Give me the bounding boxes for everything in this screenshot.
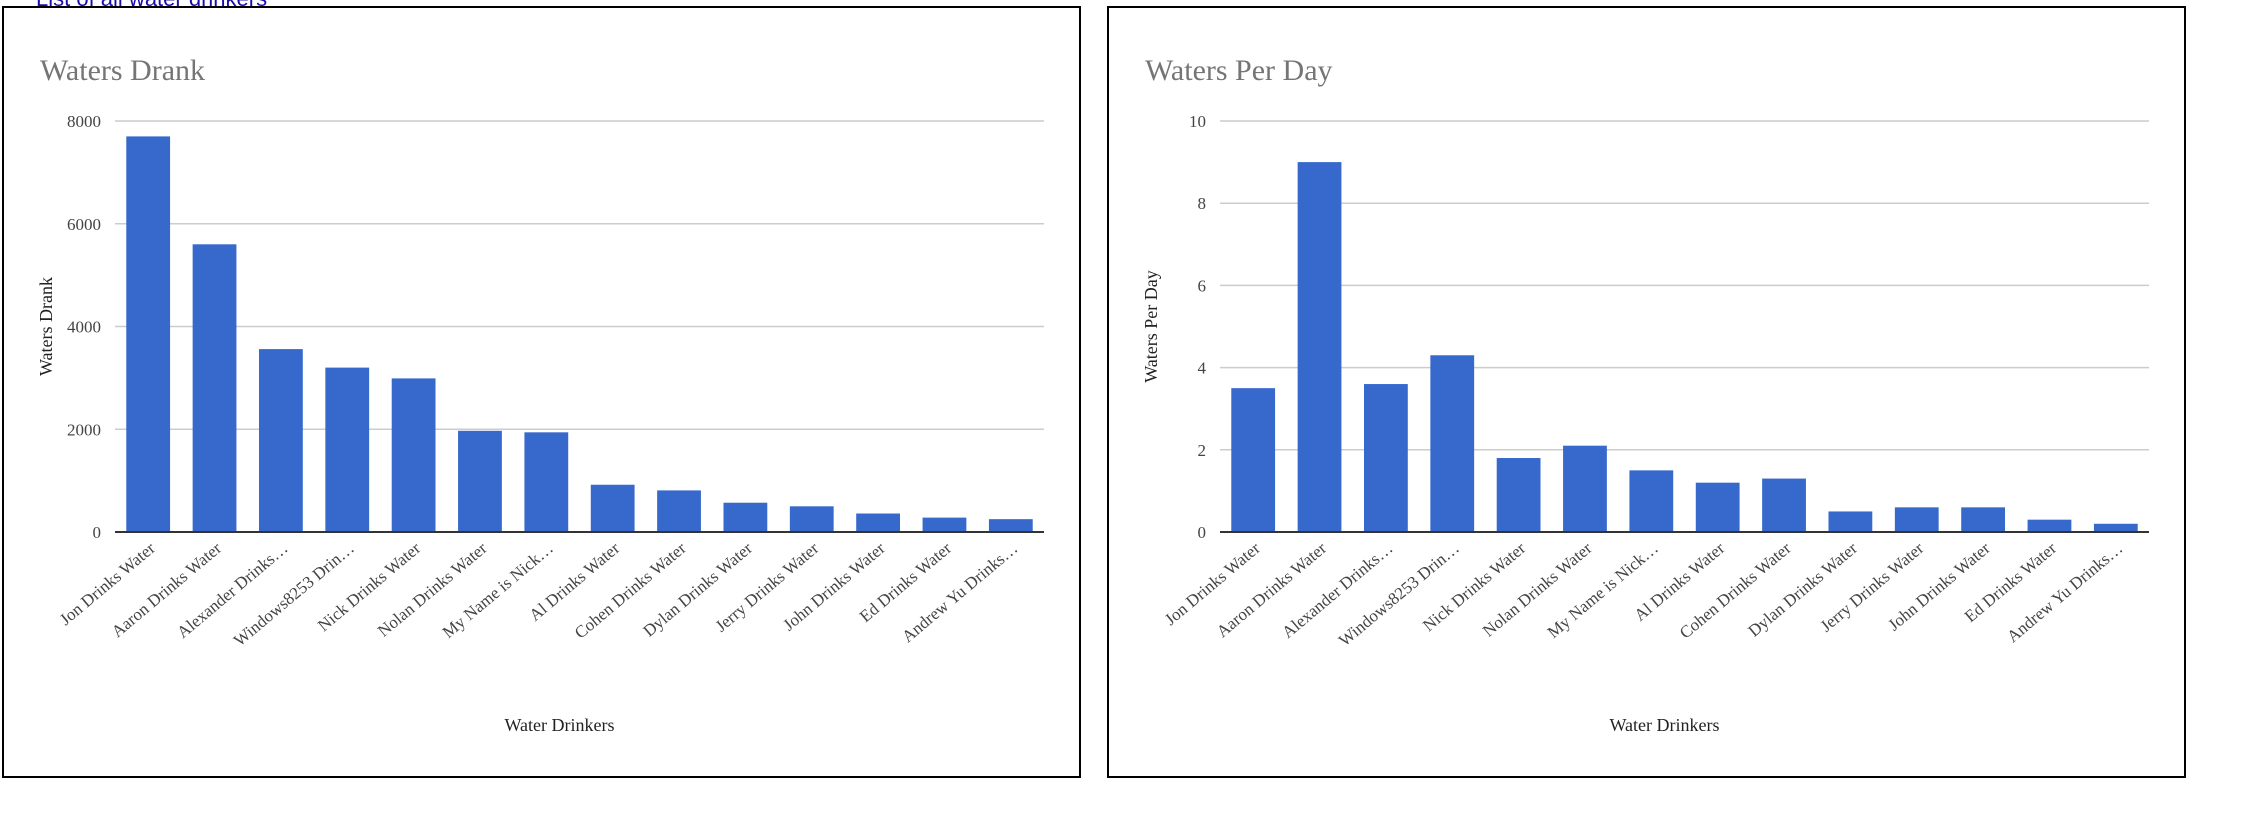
- y-tick-label: 4000: [67, 318, 101, 337]
- x-category-label: My Name is Nick…: [439, 539, 557, 642]
- x-category-label: Alexander Drinks…: [1278, 539, 1396, 642]
- y-tick-label: 2000: [67, 420, 101, 439]
- bar: [1297, 162, 1342, 532]
- y-tick-label: 8000: [67, 112, 101, 131]
- y-tick-label: 6: [1198, 276, 1207, 295]
- x-category-label: Nolan Drinks Water: [1479, 538, 1596, 640]
- bar: [391, 378, 436, 532]
- bar: [1496, 458, 1541, 532]
- x-category-label: Windows8253 Drin…: [230, 539, 358, 651]
- bar: [1894, 507, 1939, 532]
- bar: [1563, 445, 1607, 532]
- bar: [1363, 384, 1408, 532]
- x-category-label: Nolan Drinks Water: [374, 538, 491, 640]
- chart-title: Waters Drank: [40, 54, 205, 87]
- bar: [2027, 519, 2072, 532]
- top-link[interactable]: List of all water drinkers: [36, 0, 267, 12]
- bar: [657, 490, 701, 532]
- chart-title: Waters Per Day: [1145, 54, 1333, 87]
- x-category-label: Alexander Drinks…: [173, 539, 291, 642]
- y-tick-label: 8: [1198, 194, 1207, 213]
- x-category-label: Aaron Drinks Water: [108, 538, 226, 641]
- bar: [458, 430, 502, 532]
- x-category-label: Andrew Yu Drinks…: [2003, 539, 2126, 647]
- bar: [1695, 482, 1740, 532]
- bar: [1828, 511, 1873, 532]
- x-category-label: Dylan Drinks Water: [1744, 538, 1861, 640]
- bar: [1430, 355, 1475, 532]
- x-category-label: Andrew Yu Drinks…: [898, 539, 1021, 647]
- bar: [1961, 507, 2006, 532]
- x-category-label: Windows8253 Drin…: [1335, 539, 1463, 651]
- bar: [258, 349, 303, 532]
- x-axis-title: Water Drinkers: [1609, 715, 1719, 735]
- bar: [988, 519, 1033, 532]
- bar: [325, 367, 370, 532]
- x-category-label: Cohen Drinks Water: [571, 538, 690, 642]
- y-axis-title: Waters Per Day: [1141, 270, 1161, 383]
- bar: [2093, 523, 2138, 532]
- chart-panel-waters-drank: Waters Drank 0 2000 4000 6000 8000 Jon Drinks …: [2, 6, 1081, 778]
- bar: [1629, 470, 1674, 532]
- bar: [1762, 478, 1806, 532]
- y-tick-label: 0: [93, 523, 102, 542]
- bar: [590, 484, 635, 532]
- y-axis-title: Waters Drank: [36, 277, 56, 376]
- x-category-label: Aaron Drinks Water: [1213, 538, 1331, 641]
- y-tick-label: 4: [1198, 359, 1207, 378]
- y-tick-label: 2: [1198, 441, 1207, 460]
- y-tick-label: 6000: [67, 215, 101, 234]
- bar: [1231, 388, 1276, 532]
- y-tick-label: 10: [1189, 112, 1206, 131]
- bar: [856, 513, 901, 532]
- bar: [126, 136, 171, 532]
- chart-panel-waters-per-day: Waters Per Day 0 2 4 6 8 10 Jon Drinks Water Aar…: [1107, 6, 2186, 778]
- bar: [723, 502, 768, 532]
- x-category-label: Cohen Drinks Water: [1676, 538, 1795, 642]
- x-axis-title: Water Drinkers: [504, 715, 614, 735]
- bar: [789, 506, 834, 532]
- x-category-label: Dylan Drinks Water: [639, 538, 756, 640]
- y-tick-label: 0: [1198, 523, 1207, 542]
- x-category-label: My Name is Nick…: [1544, 539, 1662, 642]
- bar: [922, 517, 967, 532]
- bar: [192, 244, 237, 533]
- bar: [524, 432, 569, 532]
